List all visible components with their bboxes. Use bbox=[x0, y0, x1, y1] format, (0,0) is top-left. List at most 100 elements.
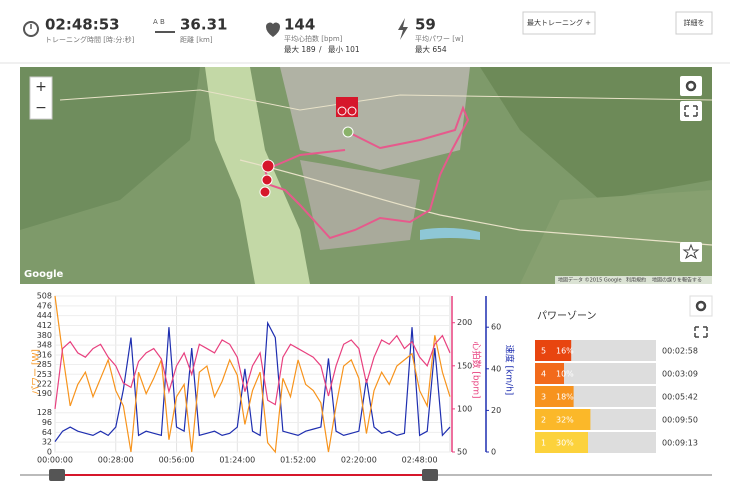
zoom-out[interactable]: − bbox=[35, 100, 47, 116]
zone-bar bbox=[552, 386, 574, 407]
stat-value: 59 bbox=[415, 16, 436, 34]
series-line bbox=[54, 295, 451, 454]
y-tick-label: 380 bbox=[37, 331, 52, 340]
y3-tick-label: 40 bbox=[491, 364, 501, 373]
stat-sub: / bbox=[319, 45, 322, 54]
heart-icon bbox=[265, 22, 281, 37]
map-attribution: 地図データ ©2015 Google bbox=[558, 277, 622, 284]
fullscreen-button[interactable] bbox=[694, 326, 708, 338]
stat-label: 平均パワー [w] bbox=[415, 34, 464, 43]
y-tick-label: 64 bbox=[42, 428, 52, 437]
map: + − Google 地図データ ©2015 Google 利用規約 地図の誤り… bbox=[20, 67, 712, 284]
y-tick-label: 444 bbox=[37, 311, 52, 320]
zoom-control[interactable] bbox=[29, 76, 53, 120]
y2-tick-label: 150 bbox=[457, 361, 472, 370]
series-line bbox=[54, 334, 451, 409]
y-tick-label: 253 bbox=[37, 370, 52, 379]
zone-percent: 16% bbox=[556, 347, 574, 356]
stat-value: 36.31 bbox=[180, 16, 227, 34]
x-tick-label: 00:28:00 bbox=[98, 456, 134, 465]
y-tick-label: 222 bbox=[37, 379, 52, 388]
stat-sub: 最大 189 bbox=[284, 44, 316, 54]
y3-tick-label: 0 bbox=[491, 448, 496, 457]
y-tick-label: 508 bbox=[37, 292, 52, 301]
x-tick-label: 00:00:00 bbox=[37, 456, 73, 465]
lap-marker bbox=[259, 186, 271, 198]
map-report[interactable]: 地図の誤りを報告する bbox=[652, 277, 702, 284]
y-tick-label: 32 bbox=[42, 438, 52, 447]
y-tick-label: 476 bbox=[37, 301, 52, 310]
button-label[interactable]: 最大トレーニング + bbox=[527, 18, 591, 27]
zone-percent: 10% bbox=[556, 370, 574, 379]
header: 02:48:53 トレーニング時間 [時:分:秒] A B 36.31 距離 [… bbox=[0, 11, 730, 64]
lap-marker bbox=[261, 159, 275, 173]
y-tick-label: 190 bbox=[37, 389, 52, 398]
slider-handle[interactable] bbox=[49, 469, 65, 481]
bike-marker bbox=[336, 97, 358, 117]
y2-tick-label: 200 bbox=[457, 318, 472, 327]
settings-button[interactable] bbox=[680, 76, 702, 96]
zone-bar bbox=[552, 363, 564, 384]
stat-sub: 最大 654 bbox=[415, 44, 447, 54]
y-tick-label: 412 bbox=[37, 321, 52, 330]
button[interactable] bbox=[522, 11, 596, 35]
stat-label: トレーニング時間 [時:分:秒] bbox=[45, 35, 135, 44]
x-tick-label: 00:56:00 bbox=[159, 456, 195, 465]
zone-percent: 30% bbox=[556, 439, 574, 448]
zone-bar bbox=[552, 340, 572, 361]
favorite-button[interactable] bbox=[680, 242, 702, 262]
zone-level-box bbox=[535, 340, 552, 361]
zone-level: 2 bbox=[541, 416, 546, 425]
zone-level-box bbox=[535, 386, 552, 407]
zone-level-box bbox=[535, 409, 552, 430]
time-slider[interactable] bbox=[20, 469, 712, 481]
y-axis-label: パワー [W] bbox=[31, 349, 42, 395]
x-tick-label: 02:48:00 bbox=[402, 456, 438, 465]
zone-level: 5 bbox=[541, 347, 546, 356]
x-tick-label: 01:24:00 bbox=[219, 456, 255, 465]
power-icon bbox=[398, 18, 408, 40]
zone-duration: 00:09:13 bbox=[662, 439, 698, 448]
zone-percent: 32% bbox=[556, 416, 574, 425]
button[interactable] bbox=[675, 11, 713, 35]
zone-background bbox=[552, 386, 656, 407]
chart: パワー [W] 心拍数 [bpm] 速度 [km/h] 00:00:00 00:2… bbox=[31, 292, 516, 465]
x-tick-label: 01:52:00 bbox=[280, 456, 316, 465]
power-zones: パワーゾーン 5 16% 00:02:58 4 10% 00:03:09 3 18% 00:05… bbox=[535, 295, 713, 453]
y2-axis-label: 心拍数 [bpm] bbox=[471, 341, 483, 398]
map-logo: Google bbox=[24, 269, 64, 280]
y-tick-label: 316 bbox=[37, 350, 52, 359]
slider-handle[interactable] bbox=[422, 469, 438, 481]
button-label[interactable]: 詳細を bbox=[684, 18, 705, 27]
stat-value: 02:48:53 bbox=[45, 16, 120, 34]
zone-duration: 00:05:42 bbox=[662, 393, 698, 402]
y-tick-label: 128 bbox=[37, 408, 52, 417]
zone-level-box bbox=[535, 432, 552, 453]
y3-tick-label: 60 bbox=[491, 323, 501, 332]
settings-button[interactable] bbox=[689, 295, 713, 317]
zone-level: 4 bbox=[541, 370, 546, 379]
y-tick-label: 96 bbox=[42, 418, 52, 427]
zone-level: 1 bbox=[541, 439, 546, 448]
zone-background bbox=[552, 363, 656, 384]
zone-percent: 18% bbox=[556, 393, 574, 402]
zone-duration: 00:02:58 bbox=[662, 347, 698, 356]
stopwatch-icon bbox=[23, 21, 39, 37]
distance-icon: A B bbox=[153, 18, 165, 26]
y2-tick-label: 50 bbox=[457, 448, 467, 457]
stat-label: 平均心拍数 [bpm] bbox=[284, 34, 343, 43]
zones-title: パワーゾーン bbox=[537, 310, 597, 322]
zoom-in[interactable]: + bbox=[35, 79, 47, 95]
zone-duration: 00:09:50 bbox=[662, 416, 698, 425]
map-terms[interactable]: 利用規約 bbox=[626, 277, 646, 284]
y2-tick-label: 100 bbox=[457, 404, 472, 413]
stat-value: 144 bbox=[284, 16, 315, 34]
fullscreen-button[interactable] bbox=[680, 101, 702, 121]
zone-background bbox=[552, 340, 656, 361]
stat-label: 距離 [km] bbox=[180, 35, 213, 44]
zone-level-box bbox=[535, 363, 552, 384]
y3-tick-label: 20 bbox=[491, 406, 501, 415]
y3-axis-label: 速度 [km/h] bbox=[504, 345, 516, 396]
x-tick-label: 02:20:00 bbox=[341, 456, 377, 465]
zone-duration: 00:03:09 bbox=[662, 370, 698, 379]
